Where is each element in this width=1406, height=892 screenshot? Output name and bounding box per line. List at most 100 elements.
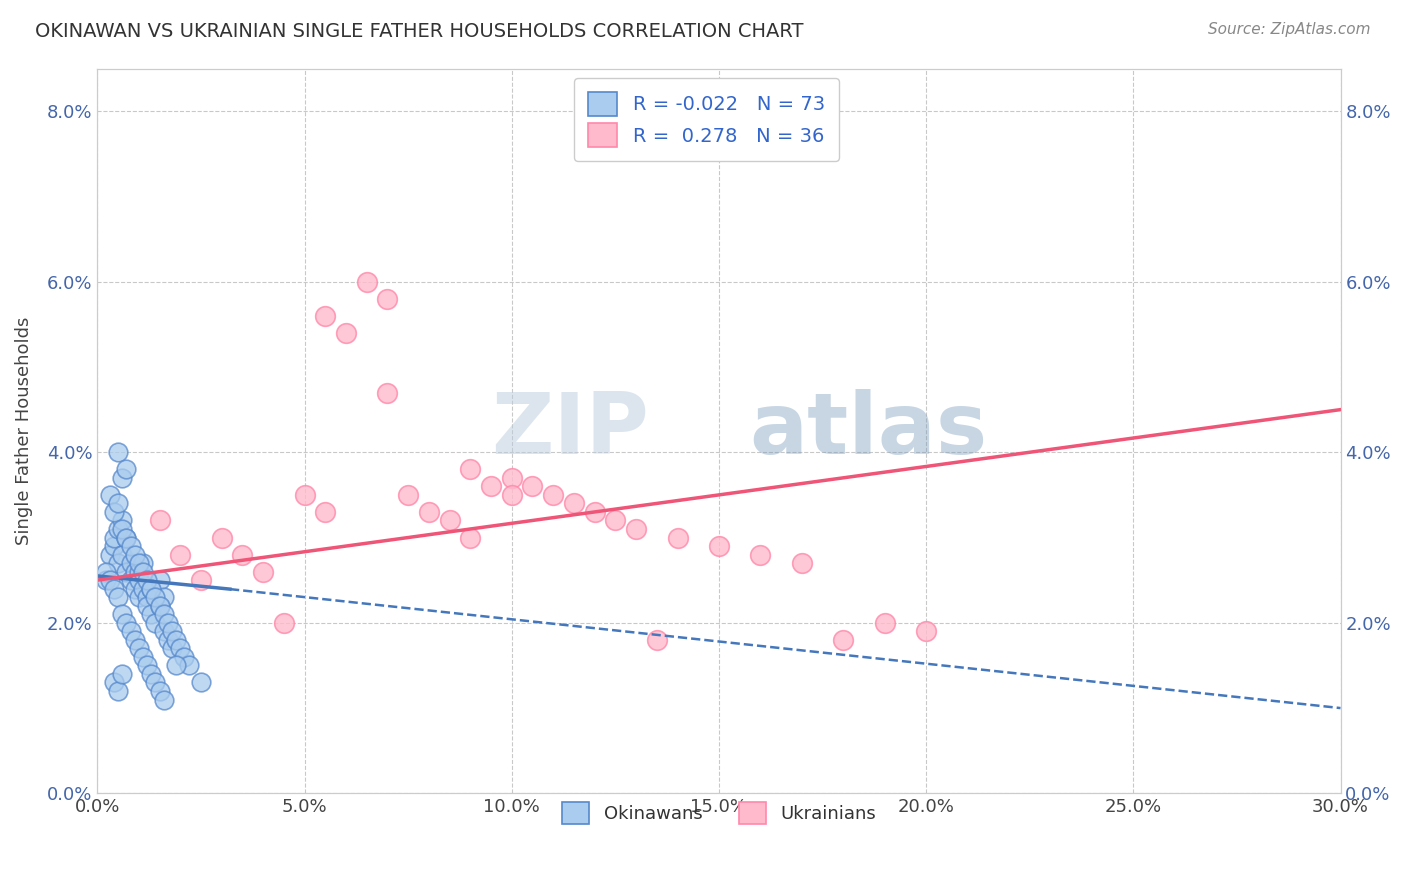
Point [132,565,155,579]
Point [128,573,150,587]
Point [832,632,855,647]
Point [98,573,121,587]
Point [103,675,125,690]
Point [128,565,150,579]
Point [541,488,564,502]
Point [501,471,523,485]
Point [335,326,357,340]
Point [107,496,129,510]
Point [107,556,129,570]
Point [156,632,179,647]
Point [645,632,668,647]
Point [120,539,142,553]
Point [152,607,174,622]
Point [148,599,170,613]
Point [165,632,187,647]
Point [103,539,125,553]
Point [124,632,146,647]
Point [501,488,523,502]
Point [141,582,163,596]
Legend: Okinawans, Ukrainians: Okinawans, Ukrainians [551,791,887,835]
Point [152,692,174,706]
Point [605,513,627,527]
Point [148,573,170,587]
Point [98,548,121,562]
Point [136,599,159,613]
Point [439,513,461,527]
Point [107,684,129,698]
Point [873,615,896,630]
Point [562,496,585,510]
Point [136,591,159,605]
Point [111,513,134,527]
Point [111,522,134,536]
Point [148,599,170,613]
Point [749,548,772,562]
Point [115,531,138,545]
Point [165,658,187,673]
Point [136,658,159,673]
Point [124,582,146,596]
Y-axis label: Single Father Households: Single Father Households [15,317,32,545]
Point [128,641,150,656]
Point [177,658,200,673]
Point [356,275,378,289]
Point [624,522,647,536]
Text: Source: ZipAtlas.com: Source: ZipAtlas.com [1208,22,1371,37]
Point [169,548,191,562]
Point [103,531,125,545]
Point [160,641,183,656]
Point [115,462,138,476]
Point [211,531,233,545]
Point [145,615,167,630]
Point [124,548,146,562]
Point [107,522,129,536]
Point [156,615,179,630]
Point [460,462,482,476]
Point [132,582,155,596]
Point [103,582,125,596]
Point [120,556,142,570]
Point [98,488,121,502]
Point [173,649,195,664]
Point [190,675,212,690]
Point [120,624,142,639]
Point [103,505,125,519]
Point [94,565,117,579]
Point [252,565,274,579]
Text: OKINAWAN VS UKRAINIAN SINGLE FATHER HOUSEHOLDS CORRELATION CHART: OKINAWAN VS UKRAINIAN SINGLE FATHER HOUS… [35,22,804,41]
Text: ZIP: ZIP [491,390,648,473]
Point [141,667,163,681]
Point [141,607,163,622]
Point [915,624,938,639]
Point [479,479,502,493]
Point [418,505,440,519]
Point [460,531,482,545]
Point [666,531,689,545]
Point [136,573,159,587]
Point [107,591,129,605]
Point [396,488,419,502]
Point [273,615,295,630]
Point [145,675,167,690]
Point [107,445,129,459]
Point [115,531,138,545]
Point [115,615,138,630]
Point [141,582,163,596]
Point [115,565,138,579]
Point [124,565,146,579]
Point [111,471,134,485]
Point [294,488,316,502]
Point [160,624,183,639]
Point [169,641,191,656]
Point [377,385,399,400]
Point [314,309,336,323]
Point [132,649,155,664]
Point [522,479,544,493]
Text: atlas: atlas [749,390,987,473]
Point [148,684,170,698]
Point [583,505,606,519]
Point [152,624,174,639]
Point [128,591,150,605]
Point [145,591,167,605]
